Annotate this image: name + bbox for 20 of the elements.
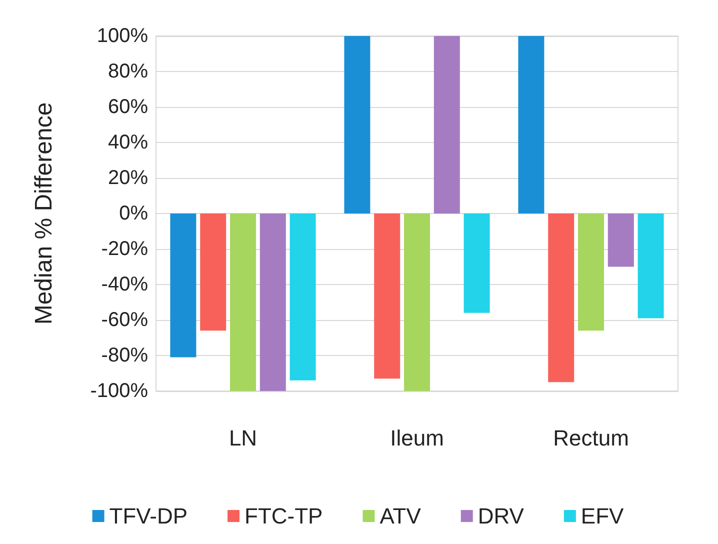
y-tick-label: -40% bbox=[101, 274, 148, 296]
x-tick-label: LN bbox=[228, 426, 258, 450]
legend-label: EFV bbox=[580, 504, 624, 528]
y-tick-label: -80% bbox=[101, 344, 148, 366]
y-tick-label: -60% bbox=[101, 309, 148, 331]
y-axis-title: Median % Difference bbox=[30, 102, 58, 325]
y-tick-label: 60% bbox=[108, 96, 148, 118]
y-tick-label: 0% bbox=[119, 202, 148, 224]
legend-label: DRV bbox=[478, 504, 524, 528]
y-tick-label: -20% bbox=[101, 238, 148, 260]
x-tick-label: Rectum bbox=[553, 426, 629, 450]
legend-label: ATV bbox=[380, 504, 422, 528]
y-tick-label: 40% bbox=[108, 132, 148, 154]
legend-label: TFV-DP bbox=[109, 504, 188, 528]
y-tick-label: -100% bbox=[90, 380, 148, 402]
y-tick-label: 80% bbox=[108, 60, 148, 82]
x-tick-label: Ileum bbox=[390, 426, 444, 450]
y-tick-label: 100% bbox=[96, 25, 148, 47]
y-tick-label: 20% bbox=[108, 167, 148, 189]
legend-label: FTC-TP bbox=[244, 504, 323, 528]
